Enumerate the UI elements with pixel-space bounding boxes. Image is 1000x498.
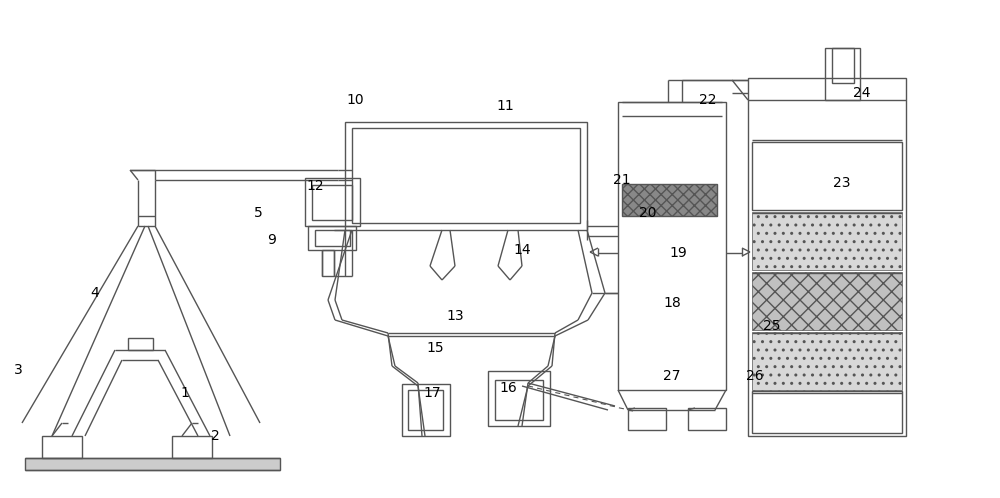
Text: 9: 9 bbox=[268, 233, 276, 247]
Bar bbox=[312, 185, 352, 220]
Text: 17: 17 bbox=[423, 386, 441, 400]
Bar bbox=[748, 78, 906, 436]
Text: 11: 11 bbox=[496, 99, 514, 113]
Bar bbox=[495, 380, 543, 420]
Bar bbox=[42, 436, 82, 458]
Text: 26: 26 bbox=[746, 369, 764, 383]
Text: 5: 5 bbox=[254, 206, 262, 220]
Bar bbox=[305, 178, 360, 226]
Text: 27: 27 bbox=[663, 369, 681, 383]
Bar bbox=[688, 408, 726, 430]
Text: 2: 2 bbox=[211, 429, 219, 443]
Bar bbox=[315, 230, 350, 246]
Bar bbox=[628, 408, 666, 430]
Bar bbox=[128, 338, 153, 350]
Text: 22: 22 bbox=[699, 93, 717, 107]
Bar bbox=[352, 128, 580, 223]
Bar bbox=[825, 48, 860, 100]
Bar bbox=[752, 332, 902, 390]
Text: 14: 14 bbox=[513, 243, 531, 257]
Bar bbox=[172, 436, 212, 458]
Text: 18: 18 bbox=[663, 296, 681, 310]
Text: 4: 4 bbox=[91, 286, 99, 300]
Text: 24: 24 bbox=[853, 86, 871, 100]
Text: 13: 13 bbox=[446, 309, 464, 323]
Bar bbox=[488, 371, 550, 426]
Text: 1: 1 bbox=[181, 386, 189, 400]
Bar bbox=[322, 250, 334, 276]
Bar bbox=[618, 102, 726, 390]
Bar bbox=[832, 48, 854, 83]
Bar bbox=[308, 226, 356, 250]
Text: 21: 21 bbox=[613, 173, 631, 187]
Bar bbox=[402, 384, 450, 436]
Bar bbox=[752, 272, 902, 330]
Text: 10: 10 bbox=[346, 93, 364, 107]
Text: 3: 3 bbox=[14, 363, 22, 377]
Text: 20: 20 bbox=[639, 206, 657, 220]
Text: 19: 19 bbox=[669, 246, 687, 260]
Text: 25: 25 bbox=[763, 319, 781, 333]
Bar bbox=[752, 391, 902, 433]
Text: 16: 16 bbox=[499, 381, 517, 395]
Bar bbox=[408, 390, 443, 430]
Text: 23: 23 bbox=[833, 176, 851, 190]
Text: 15: 15 bbox=[426, 341, 444, 355]
Bar bbox=[25, 458, 280, 470]
Bar bbox=[345, 122, 587, 230]
Bar bbox=[752, 142, 902, 210]
Bar bbox=[752, 212, 902, 270]
Bar bbox=[622, 184, 717, 216]
Text: 12: 12 bbox=[306, 179, 324, 193]
